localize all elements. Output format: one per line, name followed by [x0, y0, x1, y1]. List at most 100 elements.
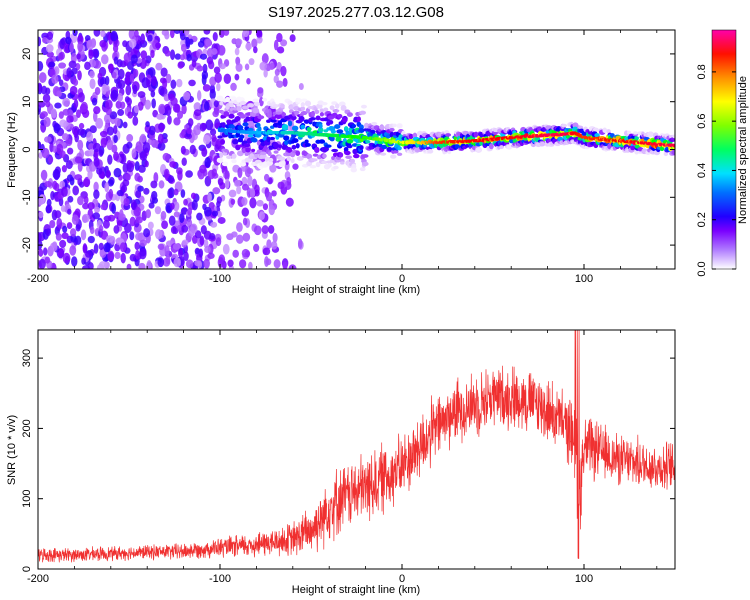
spectrogram-cell: [238, 97, 245, 102]
spectrogram-cell: [300, 102, 305, 108]
spectrogram-cell: [69, 228, 77, 237]
spectrogram-cell: [101, 54, 109, 65]
spectrogram-cell: [170, 202, 175, 210]
spectrogram-cell: [67, 195, 74, 203]
spectrogram-cell: [216, 157, 224, 163]
spectrogram-cell: [281, 160, 286, 167]
spectrogram-cell: [167, 175, 175, 184]
spectrogram-cell: [351, 123, 357, 129]
spectrogram-cell: [379, 152, 387, 156]
snr-xlabel: Height of straight line (km): [292, 584, 420, 596]
spectrogram-cell: [396, 123, 403, 129]
spectrogram-cell: [289, 105, 294, 110]
spectrogram-cell: [247, 134, 254, 138]
spectrogram-cell: [190, 223, 198, 234]
spectrogram-cell: [45, 44, 54, 53]
spectrogram-cell: [65, 36, 72, 45]
spectrogram-cell: [217, 256, 225, 268]
spectrogram-cell: [110, 30, 118, 42]
spectrogram-cell: [88, 149, 95, 157]
spectrogram-cell: [137, 91, 146, 99]
spectrogram-cell: [346, 138, 354, 144]
spectrogram-cell: [59, 51, 65, 60]
spectrogram-cell: [67, 147, 74, 155]
spectrogram-cell: [103, 242, 111, 253]
spectrogram-cell: [114, 117, 121, 127]
spectrogram-cell: [314, 147, 320, 153]
spectrogram-cell: [133, 68, 139, 78]
spectrogram-cell: [203, 134, 211, 145]
spectrogram-cell: [93, 156, 100, 167]
spectrogram-cell: [259, 61, 267, 71]
spectrogram-cell: [304, 100, 312, 107]
spectrogram-cell: [273, 39, 279, 51]
spectrogram-cell: [180, 43, 187, 52]
spectrogram-cell: [62, 97, 71, 107]
spectrogram-cell: [282, 77, 288, 87]
colorbar-tick-label: 0.0: [696, 261, 708, 276]
spectrogram-cell: [264, 256, 269, 268]
spectrogram-cell: [126, 162, 135, 173]
spectrogram-cell: [291, 115, 297, 121]
spectrogram-cell: [150, 180, 158, 189]
spectrogram-cell: [145, 55, 152, 64]
snr-ytick-label: 200: [21, 419, 33, 437]
spectrogram-cell: [230, 125, 236, 129]
spectrogram-cell: [249, 187, 256, 198]
spectrogram-cell: [40, 169, 48, 181]
spectrogram-cell: [129, 73, 135, 84]
spectrogram-cell: [76, 109, 81, 118]
spectrogram-cell: [226, 155, 232, 160]
spectrogram-cell: [279, 103, 285, 109]
spectrogram-cell: [86, 39, 94, 51]
spectrogram-cell: [265, 191, 273, 202]
spectrogram-cell: [257, 115, 265, 120]
spectrogram-cell: [176, 110, 184, 119]
spectrogram-cell: [180, 189, 186, 198]
snr-xtick-label: 0: [399, 573, 405, 585]
spectrogram-cell: [350, 158, 355, 164]
spectrogram-cell: [251, 38, 258, 49]
spectrogram-cell: [59, 180, 66, 189]
colorbar-label: Normalized spectral amplitude: [737, 76, 749, 224]
spectrogram-cell: [111, 71, 117, 79]
spectrogram-cell: [45, 100, 51, 108]
spectrogram-cell: [248, 261, 253, 269]
spectrogram-cell: [52, 180, 58, 190]
spectrogram-cell: [168, 215, 176, 226]
spectrogram-cell: [94, 86, 101, 96]
spectrogram-xtick-label: 0: [399, 273, 405, 285]
spectrogram-cell: [105, 169, 111, 179]
spectrogram-cell: [261, 97, 268, 102]
spectrogram-cell: [225, 96, 231, 103]
spectrogram-ylabel: Frequency (Hz): [6, 112, 18, 188]
spectrogram-cell: [185, 259, 194, 269]
spectrogram-cell: [231, 231, 238, 238]
spectrogram-cell: [272, 104, 280, 108]
spectrogram-cell: [110, 91, 118, 102]
spectrogram-cell: [215, 237, 222, 247]
spectrogram-cell: [58, 62, 67, 69]
spectrogram-cell: [41, 147, 50, 159]
spectrogram-cell: [275, 111, 282, 115]
spectrogram-cell: [386, 147, 393, 152]
spectrogram-cell: [221, 161, 229, 167]
spectrogram-cell: [241, 197, 248, 206]
spectrogram-cell: [167, 115, 172, 125]
spectrogram-cell: [77, 70, 82, 81]
spectrogram-cell: [98, 242, 104, 251]
spectrogram-cell: [71, 256, 78, 267]
spectrogram-cell: [126, 263, 132, 269]
spectrogram-cell: [203, 30, 211, 35]
snr-xtick-label: -100: [209, 573, 231, 585]
spectrogram-cell: [45, 205, 52, 214]
spectrogram-cell: [340, 105, 347, 111]
spectrogram-cell: [223, 111, 230, 117]
spectrogram-cell: [221, 122, 226, 129]
spectrogram-cell: [266, 136, 271, 143]
spectrogram-cell: [75, 224, 81, 232]
spectrogram-cell: [59, 239, 67, 248]
spectrogram-cell: [176, 78, 183, 88]
spectrogram-cell: [291, 138, 299, 143]
